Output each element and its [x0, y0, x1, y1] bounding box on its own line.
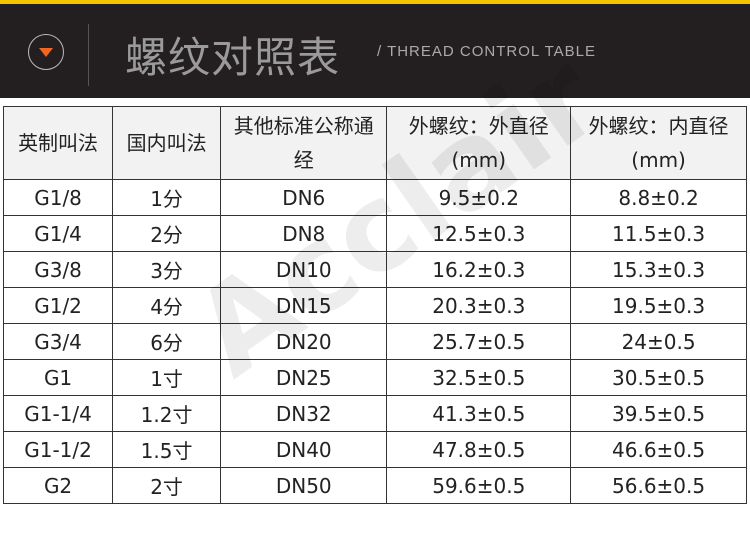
column-header: 其他标准公称通经 — [220, 106, 388, 180]
column-header: 外螺纹：内直径 (mm) — [570, 106, 747, 180]
table-cell: G2 — [2, 467, 114, 504]
table-cell: 11.5±0.3 — [570, 215, 747, 252]
table-cell: DN25 — [220, 359, 388, 396]
table-row: G2 2寸 DN50 59.6±0.5 56.6±0.5 — [2, 467, 747, 504]
table-cell: 32.5±0.5 — [386, 359, 572, 396]
table-cell: DN20 — [220, 323, 388, 360]
table-cell: 4分 — [112, 287, 222, 324]
table-cell: 46.6±0.5 — [570, 431, 747, 468]
table-row: G1/8 1分 DN6 9.5±0.2 8.8±0.2 — [2, 179, 747, 216]
table-row: G1/4 2分 DN8 12.5±0.3 11.5±0.3 — [2, 215, 747, 252]
table-cell: 1.5寸 — [112, 431, 222, 468]
page-title: 螺纹对照表 — [125, 33, 341, 82]
table-cell: 16.2±0.3 — [386, 251, 572, 288]
table-cell: 30.5±0.5 — [570, 359, 747, 396]
table-cell: 47.8±0.5 — [386, 431, 572, 468]
table-cell: G1/2 — [2, 287, 114, 324]
column-header: 外螺纹：外直径 (mm) — [386, 106, 572, 180]
table-cell: 6分 — [112, 323, 222, 360]
table-cell: 1寸 — [112, 359, 222, 396]
table-cell: 9.5±0.2 — [386, 179, 572, 216]
table-cell: G1 — [2, 359, 114, 396]
table-cell: DN32 — [220, 395, 388, 432]
table-cell: G3/4 — [2, 323, 114, 360]
table-cell: 15.3±0.3 — [570, 251, 747, 288]
table-cell: 1.2寸 — [112, 395, 222, 432]
table-cell: 59.6±0.5 — [386, 467, 572, 504]
table-row: G1 1寸 DN25 32.5±0.5 30.5±0.5 — [2, 359, 747, 396]
table-cell: G1/8 — [2, 179, 114, 216]
table-cell: 1分 — [112, 179, 222, 216]
header-banner: 螺纹对照表 / THREAD CONTROL TABLE — [0, 4, 750, 98]
table-cell: DN50 — [220, 467, 388, 504]
table-cell: DN6 — [220, 179, 388, 216]
table-cell: DN40 — [220, 431, 388, 468]
table-cell: 3分 — [112, 251, 222, 288]
table-cell: G1/4 — [2, 215, 114, 252]
table-cell: 25.7±0.5 — [386, 323, 572, 360]
table-row: G3/4 6分 DN20 25.7±0.5 24±0.5 — [2, 323, 747, 360]
table-row: G1/2 4分 DN15 20.3±0.3 19.5±0.3 — [2, 287, 747, 324]
table-row: G1-1/4 1.2寸 DN32 41.3±0.5 39.5±0.5 — [2, 395, 747, 432]
divider — [88, 24, 89, 86]
table-cell: 2分 — [112, 215, 222, 252]
table-cell: DN10 — [220, 251, 388, 288]
table-cell: 19.5±0.3 — [570, 287, 747, 324]
chevron-down-circle-icon — [28, 34, 64, 70]
table-cell: 39.5±0.5 — [570, 395, 747, 432]
table-cell: 20.3±0.3 — [386, 287, 572, 324]
table-cell: 2寸 — [112, 467, 222, 504]
page-subtitle: / THREAD CONTROL TABLE — [377, 43, 596, 60]
table-cell: G1-1/2 — [2, 431, 114, 468]
table-row: G3/8 3分 DN10 16.2±0.3 15.3±0.3 — [2, 251, 747, 288]
column-header: 英制叫法 — [2, 106, 114, 180]
table-cell: G3/8 — [2, 251, 114, 288]
table-cell: 12.5±0.3 — [386, 215, 572, 252]
table-cell: G1-1/4 — [2, 395, 114, 432]
thread-table: 英制叫法 国内叫法 其他标准公称通经外螺纹：外直径 (mm) 外螺纹：内直径 (mm) G… — [2, 106, 747, 504]
column-header: 国内叫法 — [112, 106, 222, 180]
table-cell: 56.6±0.5 — [570, 467, 747, 504]
table-cell: 41.3±0.5 — [386, 395, 572, 432]
top-accent-bar — [0, 0, 750, 4]
table-cell: 8.8±0.2 — [570, 179, 747, 216]
table-cell: 24±0.5 — [570, 323, 747, 360]
table-row: G1-1/2 1.5寸 DN40 47.8±0.5 46.6±0.5 — [2, 431, 747, 468]
table-cell: DN8 — [220, 215, 388, 252]
table-cell: DN15 — [220, 287, 388, 324]
